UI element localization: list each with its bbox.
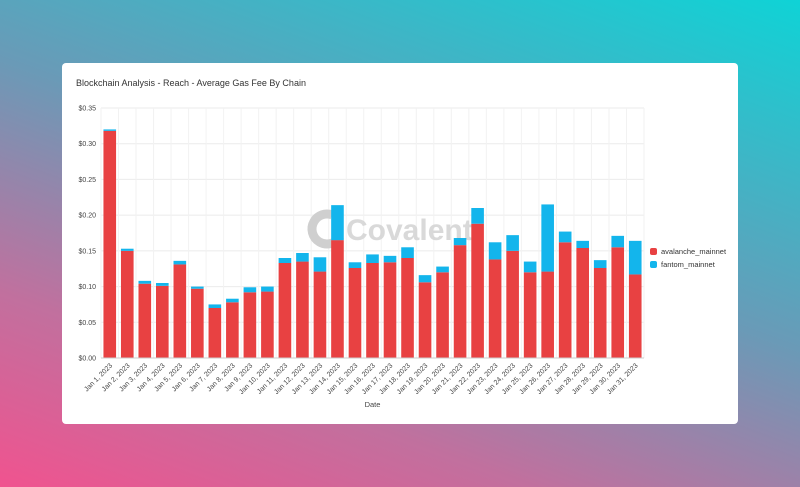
- bar-fantom_mainnet: [313, 257, 327, 272]
- bar-avalanche_mainnet: [401, 258, 414, 358]
- bar-avalanche_mainnet: [628, 274, 642, 358]
- bar-fantom_mainnet: [593, 260, 607, 268]
- bar-fantom_mainnet: [278, 258, 292, 263]
- bar-fantom_mainnet: [523, 261, 537, 273]
- bar-avalanche_mainnet: [348, 268, 362, 358]
- watermark-text: Covalent: [346, 214, 473, 247]
- bar-avalanche_mainnet: [523, 272, 537, 358]
- bar-fantom_mainnet: [156, 283, 169, 286]
- bar-avalanche_mainnet: [191, 288, 204, 358]
- bar-fantom_mainnet: [138, 280, 152, 284]
- bar-avalanche_mainnet: [208, 308, 222, 358]
- y-tick-label: $0.05: [78, 320, 96, 327]
- bar-fantom_mainnet: [366, 254, 379, 263]
- bar-avalanche_mainnet: [120, 250, 134, 358]
- bar-avalanche_mainnet: [383, 262, 397, 358]
- bar-fantom_mainnet: [418, 275, 432, 283]
- bar-fantom_mainnet: [120, 248, 134, 251]
- bar-fantom_mainnet: [453, 238, 467, 246]
- y-tick-label: $0.15: [78, 248, 96, 255]
- legend-swatch: [650, 248, 657, 255]
- bar-fantom_mainnet: [611, 235, 625, 248]
- bar-avalanche_mainnet: [576, 248, 589, 358]
- chart-card: Blockchain Analysis - Reach - Average Ga…: [62, 63, 738, 424]
- chart-legend: avalanche_mainnet fantom_mainnet: [650, 245, 726, 271]
- bar-avalanche_mainnet: [488, 259, 502, 358]
- bar-fantom_mainnet: [226, 298, 239, 303]
- bar-avalanche_mainnet: [173, 264, 187, 358]
- bar-avalanche_mainnet: [226, 302, 239, 358]
- legend-item-fantom_mainnet[interactable]: fantom_mainnet: [650, 258, 726, 271]
- bar-fantom_mainnet: [506, 235, 519, 251]
- bar-avalanche_mainnet: [366, 263, 379, 358]
- legend-item-avalanche_mainnet[interactable]: avalanche_mainnet: [650, 245, 726, 258]
- bar-avalanche_mainnet: [593, 268, 607, 358]
- legend-label: avalanche_mainnet: [661, 247, 727, 256]
- bar-avalanche_mainnet: [418, 282, 432, 358]
- bar-avalanche_mainnet: [296, 261, 309, 358]
- y-tick-label: $0.20: [78, 213, 96, 220]
- bar-avalanche_mainnet: [278, 263, 292, 358]
- bar-avalanche_mainnet: [471, 223, 484, 358]
- bar-fantom_mainnet: [541, 204, 554, 272]
- bar-fantom_mainnet: [296, 253, 309, 262]
- chart-title: Blockchain Analysis - Reach - Average Ga…: [76, 78, 306, 88]
- bar-avalanche_mainnet: [436, 272, 449, 358]
- stacked-bar-chart: Covalent $0.00 $0.05 $0.10 $0.15 $0.20 $0.25 $…: [78, 106, 645, 409]
- y-tick-label: $0.35: [78, 106, 96, 113]
- y-tick-label: $0.25: [78, 177, 96, 184]
- bar-avalanche_mainnet: [156, 285, 169, 358]
- bar-avalanche_mainnet: [243, 292, 257, 358]
- y-tick-label: $0.00: [78, 356, 96, 363]
- bar-fantom_mainnet: [471, 208, 484, 224]
- bar-avalanche_mainnet: [138, 283, 152, 358]
- y-tick-label: $0.30: [78, 141, 96, 148]
- x-axis-title: Date: [365, 400, 381, 409]
- bar-avalanche_mainnet: [331, 240, 344, 358]
- bar-avalanche_mainnet: [313, 271, 327, 358]
- bar-avalanche_mainnet: [611, 247, 625, 358]
- bar-fantom_mainnet: [173, 260, 187, 265]
- bar-avalanche_mainnet: [558, 242, 572, 358]
- bar-fantom_mainnet: [558, 231, 572, 243]
- bar-avalanche_mainnet: [541, 271, 554, 358]
- bar-avalanche_mainnet: [506, 250, 519, 358]
- y-tick-label: $0.10: [78, 284, 96, 291]
- bar-fantom_mainnet: [243, 287, 257, 293]
- bar-avalanche_mainnet: [261, 291, 274, 358]
- legend-label: fantom_mainnet: [661, 260, 715, 269]
- bar-fantom_mainnet: [436, 266, 449, 273]
- bar-fantom_mainnet: [401, 247, 414, 258]
- legend-swatch: [650, 261, 657, 268]
- bar-fantom_mainnet: [383, 255, 397, 263]
- bar-fantom_mainnet: [103, 129, 117, 131]
- bar-fantom_mainnet: [576, 240, 589, 248]
- bar-fantom_mainnet: [628, 240, 642, 275]
- bar-fantom_mainnet: [348, 262, 362, 268]
- bar-fantom_mainnet: [191, 286, 204, 289]
- bar-fantom_mainnet: [331, 205, 344, 241]
- bar-fantom_mainnet: [208, 304, 222, 308]
- bar-fantom_mainnet: [488, 242, 502, 260]
- bar-fantom_mainnet: [261, 286, 274, 292]
- bar-avalanche_mainnet: [453, 245, 467, 358]
- bar-avalanche_mainnet: [103, 130, 117, 358]
